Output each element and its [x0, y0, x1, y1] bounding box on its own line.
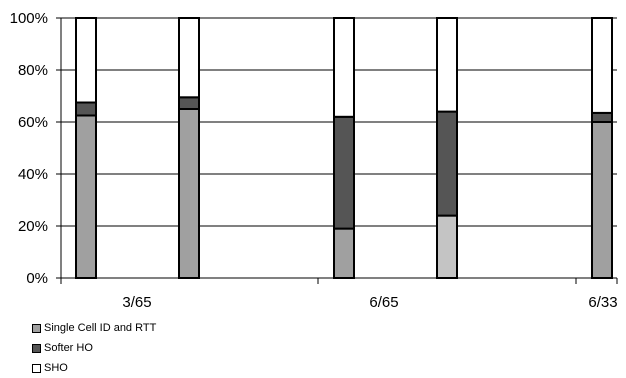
bar-segment-single-cell — [333, 227, 355, 280]
bar-segment-softer-ho — [591, 111, 613, 124]
legend-item-softer-ho: Softer HO — [32, 338, 156, 358]
bar-segment-sho — [333, 17, 355, 118]
stacked-bar — [333, 17, 355, 280]
bar-segment-single-cell — [591, 121, 613, 279]
bar-segment-softer-ho — [178, 96, 200, 111]
x-tick-label: 3/65 — [122, 294, 151, 311]
bar-segment-softer-ho — [436, 110, 458, 217]
bars — [75, 17, 613, 280]
bar-segment-softer-ho — [75, 101, 97, 117]
y-tick-label: 20% — [18, 218, 48, 235]
stacked-bar — [436, 17, 458, 280]
axes — [56, 17, 618, 284]
x-tick-label: 6/33 — [588, 294, 617, 311]
bar-segment-single-cell — [178, 108, 200, 279]
bar-segment-softer-ho — [333, 115, 355, 230]
stacked-bar — [75, 17, 97, 279]
y-axis-labels: 0% 20% 40% 60% 80% 100% — [10, 10, 48, 287]
legend-swatch-single-cell — [32, 323, 41, 333]
bar-segment-sho — [591, 17, 613, 114]
bar-segment-single-cell — [75, 114, 97, 279]
y-tick-label: 40% — [18, 166, 48, 183]
legend-item-sho: SHO — [32, 358, 156, 378]
legend-label-single-cell: Single Cell ID and RTT — [44, 322, 157, 334]
stacked-bar — [178, 17, 200, 279]
bar-segment-single-cell — [436, 214, 458, 280]
y-tick-label: 100% — [10, 10, 48, 27]
bar-segment-sho — [178, 17, 200, 99]
stacked-bar — [591, 17, 613, 279]
y-tick-label: 80% — [18, 62, 48, 79]
x-axis-labels: 3/65 6/65 6/33 — [122, 294, 617, 311]
bar-segment-sho — [436, 17, 458, 113]
x-tick-label: 6/65 — [369, 294, 398, 311]
legend-item-single-cell: Single Cell ID and RTT — [32, 318, 156, 338]
legend-swatch-softer-ho — [32, 343, 41, 353]
legend-label-sho: SHO — [44, 362, 68, 374]
legend-label-softer-ho: Softer HO — [44, 342, 93, 354]
legend: Single Cell ID and RTT Softer HO SHO — [32, 318, 156, 378]
legend-swatch-sho — [32, 363, 41, 373]
bar-segment-sho — [75, 17, 97, 104]
y-tick-label: 60% — [18, 114, 48, 131]
y-tick-label: 0% — [26, 270, 48, 287]
